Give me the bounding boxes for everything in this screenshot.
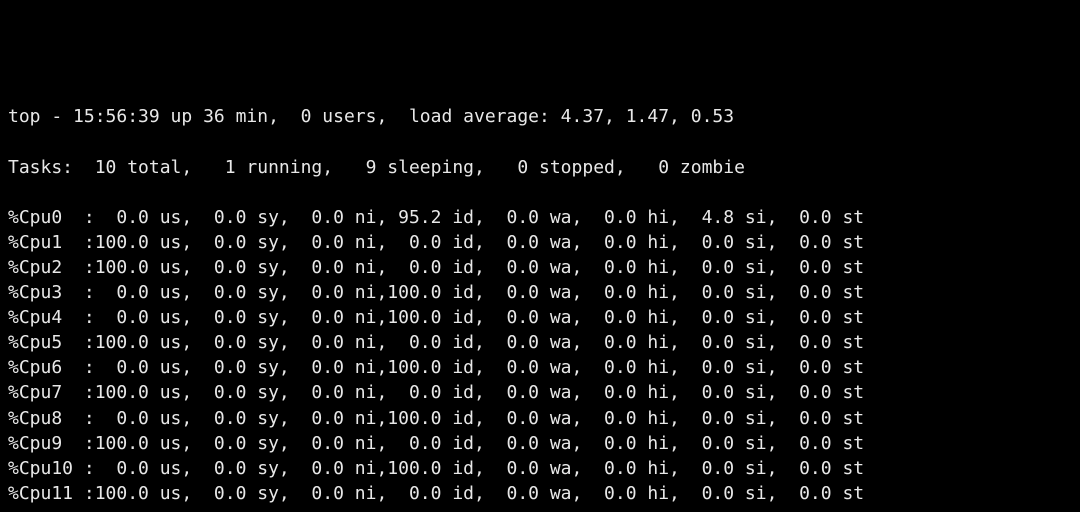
cpu-line: %Cpu0 : 0.0 us, 0.0 sy, 0.0 ni, 95.2 id,… [8, 205, 1072, 230]
cpu-line: %Cpu1 :100.0 us, 0.0 sy, 0.0 ni, 0.0 id,… [8, 230, 1072, 255]
cpu-line: %Cpu5 :100.0 us, 0.0 sy, 0.0 ni, 0.0 id,… [8, 330, 1072, 355]
cpu-line: %Cpu11 :100.0 us, 0.0 sy, 0.0 ni, 0.0 id… [8, 481, 1072, 506]
cpu-line: %Cpu6 : 0.0 us, 0.0 sy, 0.0 ni,100.0 id,… [8, 355, 1072, 380]
cpu-line: %Cpu2 :100.0 us, 0.0 sy, 0.0 ni, 0.0 id,… [8, 255, 1072, 280]
cpu-line: %Cpu3 : 0.0 us, 0.0 sy, 0.0 ni,100.0 id,… [8, 280, 1072, 305]
cpu-line: %Cpu4 : 0.0 us, 0.0 sy, 0.0 ni,100.0 id,… [8, 305, 1072, 330]
cpu-lines: %Cpu0 : 0.0 us, 0.0 sy, 0.0 ni, 95.2 id,… [8, 205, 1072, 506]
top-summary-line: top - 15:56:39 up 36 min, 0 users, load … [8, 104, 1072, 129]
tasks-line: Tasks: 10 total, 1 running, 9 sleeping, … [8, 155, 1072, 180]
cpu-line: %Cpu8 : 0.0 us, 0.0 sy, 0.0 ni,100.0 id,… [8, 406, 1072, 431]
cpu-line: %Cpu10 : 0.0 us, 0.0 sy, 0.0 ni,100.0 id… [8, 456, 1072, 481]
cpu-line: %Cpu7 :100.0 us, 0.0 sy, 0.0 ni, 0.0 id,… [8, 380, 1072, 405]
cpu-line: %Cpu9 :100.0 us, 0.0 sy, 0.0 ni, 0.0 id,… [8, 431, 1072, 456]
